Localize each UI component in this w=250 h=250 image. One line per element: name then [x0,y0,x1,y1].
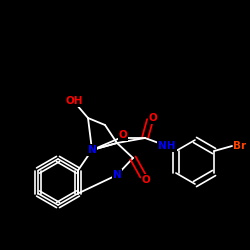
Text: O: O [142,175,150,185]
Text: Br: Br [234,141,246,151]
Text: N: N [88,145,96,155]
Text: O: O [148,113,158,123]
Text: NH: NH [158,141,176,151]
Text: N: N [112,170,122,180]
Text: OH: OH [65,96,83,106]
Text: O: O [119,130,128,140]
